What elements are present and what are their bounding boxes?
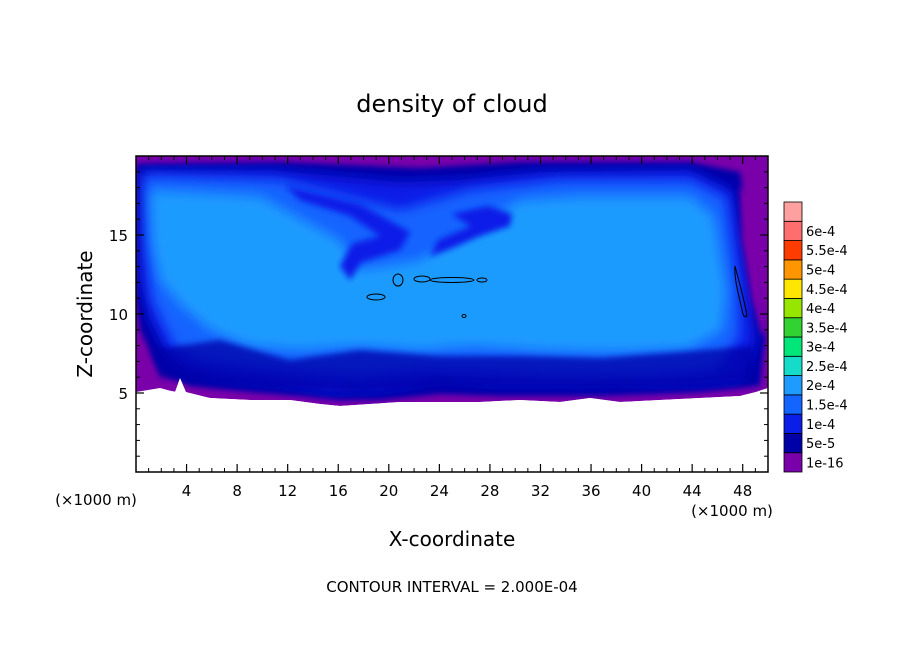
y-tick-label: 10 <box>109 306 128 324</box>
colorbar-swatch <box>783 394 803 415</box>
colorbar-level-label: 3e-4 <box>806 341 835 356</box>
y-axis-label: Z-coordinate <box>73 250 97 377</box>
colorbar-swatch <box>783 317 803 338</box>
right-plume-region <box>740 186 768 336</box>
colorbar-level-label: 2.5e-4 <box>806 360 848 375</box>
colorbar-swatch <box>783 240 803 261</box>
contour-lines <box>366 265 748 318</box>
contour-loop <box>476 277 488 283</box>
x-tick-label: 12 <box>278 482 297 500</box>
lower-band-region <box>150 340 756 392</box>
cyan-core-region <box>150 190 726 352</box>
y-tick-label: 5 <box>118 385 128 403</box>
y-tick-label: 15 <box>109 227 128 245</box>
colorbar-level-label: 4.5e-4 <box>806 283 848 298</box>
colorbar-swatch <box>783 355 803 376</box>
x-unit-right: (×1000 m) <box>691 502 773 520</box>
colorbar-level-label: 1e-16 <box>806 456 844 471</box>
colorbar-level-label: 5e-5 <box>806 437 835 452</box>
x-tick-label: 36 <box>581 482 600 500</box>
x-axis: 4 8 12 16 20 24 28 32 36 40 44 48 <box>148 156 756 500</box>
swirl-dark-region <box>286 186 410 280</box>
colorbar-swatch <box>783 375 803 396</box>
x-tick-label: 40 <box>632 482 651 500</box>
x-tick-label: 16 <box>329 482 348 500</box>
colorbar-level-label: 2e-4 <box>806 379 835 394</box>
chart-title: density of cloud <box>356 90 547 118</box>
colorbar-level-label: 5.5e-4 <box>806 244 848 259</box>
contour-loop <box>734 265 748 318</box>
colorbar-swatch <box>783 298 803 319</box>
x-unit-left: (×1000 m) <box>55 491 137 509</box>
x-tick-label: 48 <box>733 482 752 500</box>
x-tick-label: 4 <box>182 482 192 500</box>
x-tick-label: 8 <box>232 482 242 500</box>
colorbar-swatch <box>783 433 803 454</box>
colorbar-swatch <box>783 201 803 222</box>
x-tick-label: 20 <box>379 482 398 500</box>
contour-loop <box>392 273 404 287</box>
colorbar-swatch <box>783 336 803 357</box>
colorbar-swatch <box>783 452 803 473</box>
colorbar-level-label: 5e-4 <box>806 264 835 279</box>
contour-loop <box>413 275 431 283</box>
x-tick-label: 44 <box>683 482 702 500</box>
colorbar-swatch <box>783 220 803 241</box>
x-axis-label: X-coordinate <box>389 527 516 551</box>
x-tick-label: 28 <box>480 482 499 500</box>
contour-interval-footer: CONTOUR INTERVAL = 2.000E-04 <box>326 578 577 596</box>
colorbar-level-label: 1.5e-4 <box>806 399 848 414</box>
swirl-arm-region <box>430 206 512 256</box>
x-tick-label: 24 <box>430 482 449 500</box>
colorbar-swatch <box>783 413 803 434</box>
colorbar-swatch <box>783 278 803 299</box>
contour-loop <box>461 314 467 318</box>
colorbar: 1e-16 5e-5 1e-4 1.5e-4 2e-4 2.5e-4 3e-4 3.5e-4 4… <box>783 201 848 473</box>
y-axis: 5 10 15 <box>109 171 768 457</box>
heatmap-field <box>136 156 768 472</box>
no-data-region <box>136 378 768 472</box>
colorbar-level-label: 1e-4 <box>806 418 835 433</box>
colorbar-swatch <box>783 259 803 280</box>
contour-loop <box>366 293 386 301</box>
colorbar-level-label: 3.5e-4 <box>806 321 848 336</box>
colorbar-level-label: 4e-4 <box>806 302 835 317</box>
colorbar-level-label: 6e-4 <box>806 225 835 240</box>
x-tick-label: 32 <box>531 482 550 500</box>
contour-loop <box>429 277 475 283</box>
